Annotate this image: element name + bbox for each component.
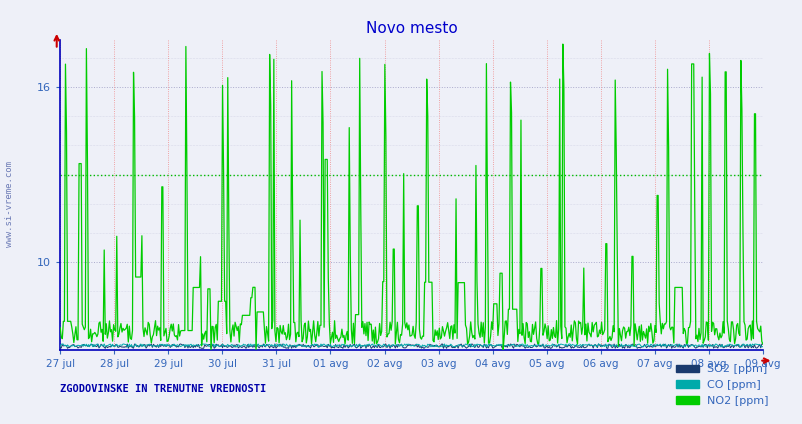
- Title: Novo mesto: Novo mesto: [365, 21, 457, 36]
- Legend: SO2 [ppm], CO [ppm], NO2 [ppm]: SO2 [ppm], CO [ppm], NO2 [ppm]: [671, 360, 772, 410]
- Text: www.si-vreme.com: www.si-vreme.com: [5, 161, 14, 246]
- Text: ZGODOVINSKE IN TRENUTNE VREDNOSTI: ZGODOVINSKE IN TRENUTNE VREDNOSTI: [60, 384, 266, 394]
